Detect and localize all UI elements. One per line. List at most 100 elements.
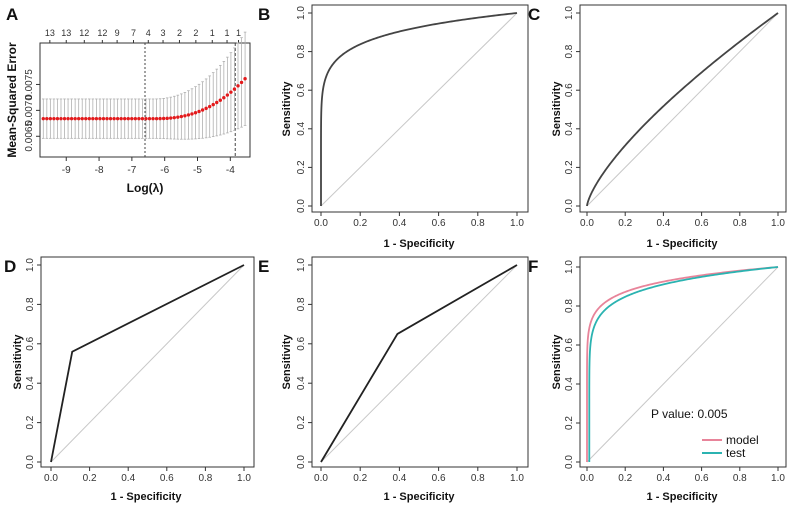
- x-tick-label: 0.6: [695, 218, 709, 229]
- mse-point: [94, 116, 99, 121]
- x-tick-label: -6: [160, 165, 169, 176]
- roc-plot: 0.0 0.2 0.4 0.6 0.8 1.0 0.0 0.2 0.4 0.6 0.8 1.0: [25, 258, 251, 484]
- mse-point: [232, 87, 237, 91]
- roc-curve: [320, 12, 518, 206]
- diagonal-reference-line: [320, 12, 518, 207]
- y-tick-label: 0.6: [564, 83, 575, 97]
- panel-c: C 0.0 0.2 0.4 0.6 0.8 1.0 0.0 0.2 0.4 0.6 0.8 1.0 1…: [528, 4, 787, 250]
- mse-point: [215, 100, 219, 105]
- y-tick-label: 0.6: [564, 338, 575, 352]
- roc-curve: [586, 12, 779, 207]
- mse-point: [229, 90, 233, 94]
- x-axis-label: 1 - Specificity: [111, 491, 183, 503]
- top-count-label: 12: [97, 28, 107, 38]
- x-tick-label: 0.0: [580, 473, 594, 484]
- roc-plot: 0.0 0.2 0.4 0.6 0.8 1.0 0.0 0.2 0.4 0.6 0.8 1.0: [296, 6, 524, 229]
- y-tick-label: 1.0: [296, 6, 307, 20]
- y-tick-label: 0.0070: [24, 95, 35, 126]
- diagonal-reference-line: [320, 264, 518, 463]
- y-tick-label: 0.8: [296, 44, 307, 58]
- y-tick-label: 0.2: [564, 416, 575, 430]
- mse-point: [158, 116, 162, 121]
- mse-point: [243, 77, 247, 81]
- x-tick-label: 1.0: [510, 218, 524, 229]
- mse-point: [144, 116, 148, 121]
- y-tick-label: 0.4: [564, 377, 575, 391]
- mse-point: [73, 116, 77, 121]
- y-tick-label: 0.6: [25, 336, 36, 350]
- x-tick-label: -4: [226, 165, 235, 176]
- top-count-label: 13: [61, 28, 71, 38]
- y-axis-label: Mean-Squared Error: [5, 42, 19, 158]
- mse-point: [137, 116, 141, 121]
- mse-point: [62, 116, 67, 121]
- x-tick-label: 0.4: [121, 473, 135, 484]
- x-tick-label: 1.0: [510, 473, 524, 484]
- mse-point: [176, 115, 180, 119]
- y-tick-label: 0.0075: [24, 69, 35, 100]
- x-axis-label: 1 - Specificity: [647, 491, 719, 503]
- panel-b: B 0.0 0.2 0.4 0.6 0.8 1.0 0.0 0.2 0.4 0.6 0.8 1.0 1…: [258, 4, 529, 250]
- y-axis-label: Sensitivity: [551, 334, 563, 390]
- x-tick-label: 0.4: [656, 218, 670, 229]
- x-tick-label: 0.8: [471, 218, 485, 229]
- mse-point: [147, 116, 152, 121]
- mse-point: [91, 116, 95, 121]
- y-tick-label: 1.0: [564, 260, 575, 274]
- x-tick-label: 1.0: [237, 473, 251, 484]
- legend: model test: [702, 433, 759, 460]
- y-tick-label: 1.0: [564, 6, 575, 20]
- x-tick-label: -7: [127, 165, 136, 176]
- panel-letter: E: [258, 257, 269, 276]
- top-count-label: 1: [236, 28, 241, 38]
- top-count-label: 7: [131, 28, 136, 38]
- top-count-label: 9: [115, 28, 120, 38]
- mse-point: [59, 116, 63, 121]
- top-count-label: 1: [210, 28, 215, 38]
- x-tick-label: 0.6: [432, 473, 446, 484]
- x-tick-label: 0.4: [656, 473, 670, 484]
- mse-point: [239, 80, 244, 85]
- x-tick-label: 0.0: [44, 473, 58, 484]
- y-axis-label: Sensitivity: [281, 334, 293, 390]
- mse-point: [222, 96, 226, 100]
- y-tick-label: 0.8: [25, 297, 36, 311]
- mse-point: [169, 116, 173, 120]
- x-axis-label: 1 - Specificity: [384, 491, 456, 503]
- y-tick-label: 0.4: [296, 121, 307, 135]
- x-axis-label: 1 - Specificity: [647, 238, 719, 250]
- y-tick-label: 0.8: [564, 299, 575, 313]
- mse-point: [66, 116, 70, 121]
- panel-letter: F: [528, 257, 538, 276]
- x-tick-label: 0.8: [198, 473, 212, 484]
- mse-point: [225, 93, 230, 97]
- legend-label-test: test: [726, 446, 746, 460]
- mse-point: [112, 116, 116, 121]
- plot-frame: [40, 256, 255, 468]
- legend-label-model: model: [726, 433, 759, 447]
- x-tick-label: -9: [62, 165, 71, 176]
- diagonal-reference-line: [50, 264, 245, 463]
- mse-point: [179, 114, 184, 119]
- mse-point: [204, 106, 208, 111]
- roc-plot: 0.0 0.2 0.4 0.6 0.8 1.0 0.0 0.2 0.4 0.6 0.8 1.0: [564, 6, 785, 229]
- x-tick-label: -8: [95, 165, 104, 176]
- panel-letter: C: [528, 5, 540, 24]
- y-tick-label: 0.0: [564, 455, 575, 469]
- mse-point: [140, 116, 145, 121]
- x-tick-label: 0.2: [353, 473, 367, 484]
- mse-point: [52, 116, 56, 121]
- panel-letter: B: [258, 5, 270, 24]
- plot-frame: [311, 256, 529, 468]
- mse-point: [154, 116, 159, 121]
- roc-curve: [50, 264, 245, 463]
- x-tick-label: 0.8: [471, 473, 485, 484]
- x-tick-label: 0.8: [733, 473, 747, 484]
- mse-point: [151, 116, 155, 121]
- plot-frame: [311, 4, 529, 213]
- roc-curve-model: [586, 266, 779, 462]
- x-tick-label: 0.0: [314, 218, 328, 229]
- y-tick-label: 0.6: [296, 336, 307, 350]
- x-tick-label: 1.0: [771, 218, 785, 229]
